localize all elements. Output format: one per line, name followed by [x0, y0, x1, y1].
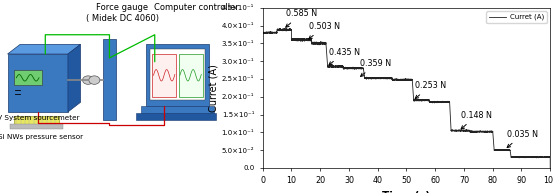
Text: 0.585 N: 0.585 N: [286, 9, 317, 27]
Polygon shape: [68, 44, 81, 112]
Text: 0.503 N: 0.503 N: [309, 22, 340, 39]
Circle shape: [89, 76, 100, 84]
Legend: Curret (A): Curret (A): [486, 11, 547, 23]
FancyBboxPatch shape: [103, 39, 116, 120]
Text: 0.435 N: 0.435 N: [329, 48, 360, 65]
Text: 0.253 N: 0.253 N: [415, 81, 446, 99]
Circle shape: [82, 76, 93, 84]
Text: Computer controller: Computer controller: [154, 3, 239, 12]
FancyBboxPatch shape: [136, 113, 216, 120]
Text: 0.359 N: 0.359 N: [361, 59, 392, 76]
FancyBboxPatch shape: [150, 49, 205, 100]
Curret (A): [274, 29, 280, 31]
Curret (A): [442, 101, 448, 103]
FancyBboxPatch shape: [141, 106, 214, 114]
Text: Force gauge: Force gauge: [96, 3, 148, 12]
Curret (A): [547, 167, 553, 169]
Line: Curret (A): Curret (A): [263, 29, 550, 168]
Curret (A): [276, 27, 283, 30]
Curret (A): [363, 77, 370, 79]
Curret (A): [430, 101, 436, 103]
FancyBboxPatch shape: [14, 70, 41, 85]
Text: 0.035 N: 0.035 N: [507, 130, 538, 148]
Y-axis label: Curret (A): Curret (A): [209, 64, 219, 112]
Text: IV System sourcemeter: IV System sourcemeter: [0, 115, 80, 121]
X-axis label: Time (s): Time (s): [382, 191, 431, 193]
FancyBboxPatch shape: [179, 54, 202, 96]
Curret (A): [259, 31, 266, 34]
FancyBboxPatch shape: [146, 44, 209, 106]
Polygon shape: [8, 44, 81, 54]
Text: ( Midek DC 4060): ( Midek DC 4060): [86, 14, 159, 24]
Curret (A): [473, 131, 479, 133]
FancyBboxPatch shape: [14, 116, 59, 124]
Text: Si NWs pressure sensor: Si NWs pressure sensor: [0, 134, 83, 140]
Text: 0.148 N: 0.148 N: [461, 111, 492, 129]
FancyBboxPatch shape: [152, 54, 176, 96]
Polygon shape: [8, 54, 68, 112]
Curret (A): [488, 131, 494, 133]
FancyBboxPatch shape: [10, 124, 63, 129]
